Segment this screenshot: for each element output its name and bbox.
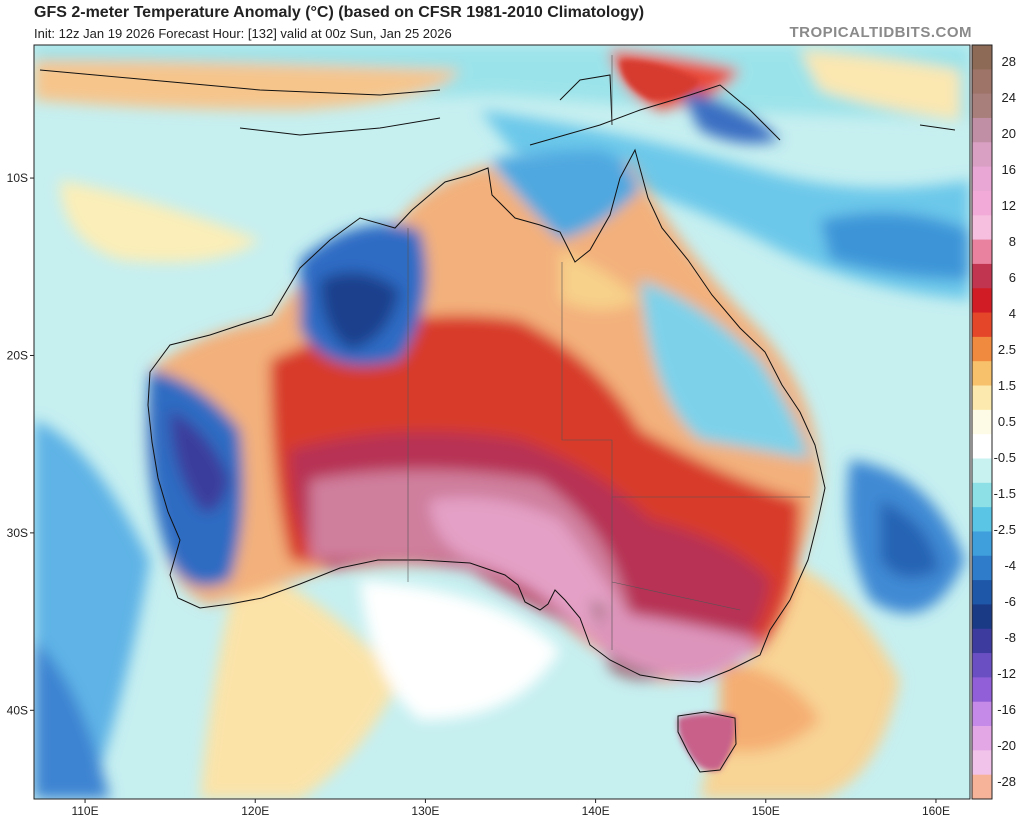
colorbar-frame — [971, 44, 993, 800]
colorbar-label: 20 — [1002, 126, 1016, 141]
lon-tick-label: 120E — [241, 804, 269, 818]
colorbar-swatch — [972, 69, 992, 95]
colorbar-swatch — [972, 555, 992, 581]
colorbar-label: -28 — [997, 774, 1016, 789]
lat-tick-label: 20S — [7, 348, 28, 362]
colorbar-swatch — [972, 580, 992, 605]
colorbar-swatch — [972, 385, 992, 411]
colorbar-swatch — [972, 239, 992, 265]
colorbar-label: 24 — [1002, 90, 1016, 105]
colorbar-swatch — [972, 142, 992, 168]
colorbar-swatch — [972, 604, 992, 630]
lat-tick-label: 40S — [7, 703, 28, 717]
map-title: GFS 2-meter Temperature Anomaly (°C) (ba… — [34, 4, 645, 21]
colorbar-label: 12 — [1002, 198, 1016, 213]
colorbar-swatch — [972, 482, 992, 508]
lon-tick-label: 130E — [411, 804, 439, 818]
colorbar-swatch — [972, 93, 992, 119]
latitude-axis: 10S 20S 30S 40S — [7, 171, 34, 717]
colorbar-swatch — [972, 190, 992, 216]
colorbar-label: 16 — [1002, 162, 1016, 177]
colorbar-label: 28 — [1002, 54, 1016, 69]
colorbar-label: 8 — [1009, 234, 1016, 249]
map-frame — [33, 44, 971, 800]
colorbar-swatch — [972, 531, 992, 557]
colorbar-swatch — [972, 726, 992, 751]
colorbar-swatch — [972, 458, 992, 484]
state-borders — [407, 55, 810, 650]
colorbar-swatch — [972, 434, 992, 459]
map-subtitle: Init: 12z Jan 19 2026 Forecast Hour: [13… — [34, 26, 452, 41]
colorbar-swatch — [972, 653, 992, 678]
colorbar-swatch — [972, 750, 992, 776]
colorbar-label: 2.5 — [998, 342, 1016, 357]
lon-tick-label: 110E — [71, 804, 98, 818]
colorbar-swatch — [972, 288, 992, 314]
colorbar-label: -1.5 — [994, 486, 1016, 501]
colorbar-label: 1.5 — [998, 378, 1016, 393]
colorbar-swatch — [972, 361, 992, 387]
colorbar-label: -2.5 — [994, 522, 1016, 537]
coastlines — [39, 69, 956, 773]
anomaly-field — [34, 45, 970, 799]
colorbar-swatch — [972, 701, 992, 727]
colorbar-label: 0.5 — [998, 414, 1016, 429]
colorbar-label: -0.5 — [994, 450, 1016, 465]
colorbar-label: 6 — [1009, 270, 1016, 285]
colorbar-swatch — [972, 166, 992, 192]
colorbar-swatch — [972, 336, 992, 362]
colorbar-swatch — [972, 312, 992, 338]
colorbar-swatch — [972, 507, 992, 532]
colorbar-swatch — [972, 263, 992, 289]
colorbar-swatch — [972, 677, 992, 703]
colorbar-swatch — [972, 117, 992, 143]
colorbar-label: -16 — [997, 702, 1016, 717]
lon-tick-label: 150E — [752, 804, 780, 818]
colorbar-swatch — [972, 409, 992, 435]
colorbar-label: -4 — [1004, 558, 1016, 573]
colorbar-label: 4 — [1009, 306, 1016, 321]
longitude-axis: 110E 120E 130E 140E 150E 160E — [71, 799, 950, 818]
colorbar-swatch — [972, 215, 992, 241]
colorbar-legend: 28 24 20 16 12 8 6 4 2.5 1.5 0.5 -0.5 -1.5 -2.5 -4 -6 -8… — [971, 44, 1016, 800]
colorbar-swatch — [972, 628, 992, 654]
lat-tick-label: 10S — [7, 171, 28, 185]
lon-tick-label: 160E — [922, 804, 950, 818]
colorbar-label: -8 — [1004, 630, 1016, 645]
lon-tick-label: 140E — [582, 804, 610, 818]
lat-tick-label: 30S — [7, 526, 28, 540]
colorbar-label: -6 — [1004, 594, 1016, 609]
colorbar-label: -20 — [997, 738, 1016, 753]
colorbar-swatch — [972, 45, 992, 70]
colorbar-label: -12 — [997, 666, 1016, 681]
site-credit[interactable]: TROPICALTIDBITS.COM — [789, 24, 972, 41]
colorbar-swatch — [972, 774, 992, 800]
